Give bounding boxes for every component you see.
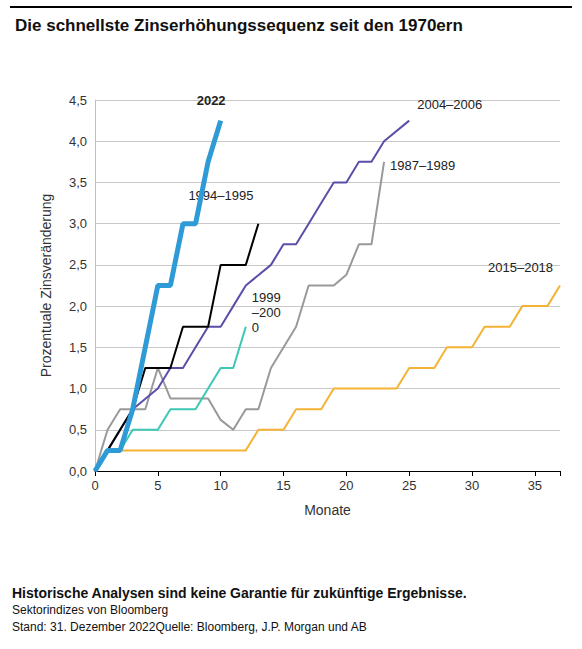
svg-text:Stand: 31. Dezember 2022Quelle: Stand: 31. Dezember 2022Quelle: Bloomber…	[12, 620, 367, 634]
svg-text:20: 20	[339, 478, 353, 493]
svg-text:0,5: 0,5	[69, 422, 87, 437]
svg-text:4,5: 4,5	[69, 93, 87, 108]
svg-text:Monate: Monate	[304, 502, 351, 518]
svg-text:10: 10	[213, 478, 227, 493]
svg-text:0: 0	[252, 320, 259, 335]
svg-text:5: 5	[154, 478, 161, 493]
svg-text:Prozentuale Zinsveränderung: Prozentuale Zinsveränderung	[38, 194, 54, 378]
svg-text:2015–2018: 2015–2018	[488, 260, 553, 275]
svg-text:Historische Analysen sind kein: Historische Analysen sind keine Garantie…	[12, 585, 467, 601]
svg-text:1,0: 1,0	[69, 381, 87, 396]
svg-text:3,5: 3,5	[69, 175, 87, 190]
svg-text:2,5: 2,5	[69, 257, 87, 272]
svg-text:2004–2006: 2004–2006	[417, 97, 482, 112]
svg-text:–200: –200	[252, 305, 281, 320]
svg-text:1999: 1999	[252, 290, 281, 305]
svg-text:1994–1995: 1994–1995	[188, 188, 254, 204]
svg-text:Sektorindizes von Bloomberg: Sektorindizes von Bloomberg	[12, 603, 168, 617]
svg-text:0,0: 0,0	[69, 464, 87, 479]
svg-text:30: 30	[465, 478, 479, 493]
svg-text:35: 35	[528, 478, 542, 493]
svg-text:2,0: 2,0	[69, 299, 87, 314]
svg-text:25: 25	[402, 478, 416, 493]
svg-text:3,0: 3,0	[69, 216, 87, 231]
svg-text:0: 0	[91, 478, 98, 493]
svg-text:Die schnellste Zinserhöhungsse: Die schnellste Zinserhöhungssequenz seit…	[15, 16, 463, 35]
svg-text:1,5: 1,5	[69, 340, 87, 355]
svg-text:4,0: 4,0	[69, 134, 87, 149]
svg-text:2022: 2022	[197, 93, 226, 108]
svg-text:1987–1989: 1987–1989	[390, 158, 455, 173]
svg-text:15: 15	[276, 478, 290, 493]
